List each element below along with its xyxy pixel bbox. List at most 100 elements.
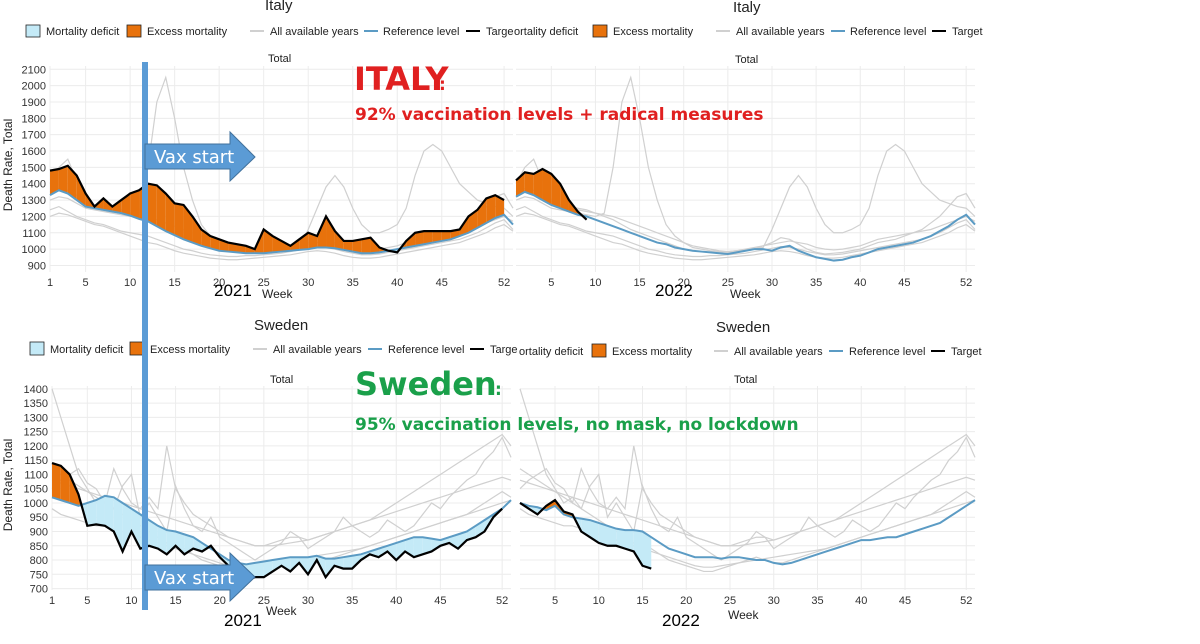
excess-area <box>174 203 184 240</box>
italy-2022-year-label: 2022 <box>655 281 693 300</box>
deficit-area <box>449 534 459 549</box>
deficit-area <box>607 525 617 546</box>
legend-label-deficit: Mortality deficit <box>46 26 119 38</box>
legend-italy-2022: ortality deficit Excess mortality All av… <box>514 24 983 38</box>
target-line <box>51 461 503 582</box>
deficit-area <box>272 558 282 572</box>
deficit-area <box>113 497 123 552</box>
y-tick-label: 1600 <box>22 146 46 158</box>
x-tick-label: 20 <box>680 595 692 607</box>
legend-swatch-excess <box>592 24 608 38</box>
sweden-2021-year-label: 2021 <box>224 611 262 630</box>
deficit-area <box>149 520 158 549</box>
excess-area <box>52 463 61 501</box>
excess-area <box>60 465 70 503</box>
italy-2022-x-axis-title: Week <box>730 287 761 301</box>
excess-area <box>542 169 552 205</box>
excess-area <box>112 200 122 214</box>
legend-label-deficit-clipped: ortality deficit <box>514 26 578 38</box>
x-tick-label: 52 <box>960 595 972 607</box>
chart-panel-sweden-2022: 5 10 15 20 25 30 35 40 45 52 <box>519 386 976 607</box>
x-tick-label: 10 <box>593 595 605 607</box>
deficit-area <box>458 531 467 549</box>
excess-area <box>317 216 327 248</box>
x-tick-label: 5 <box>84 595 90 607</box>
y-tick-label: 1250 <box>24 427 48 439</box>
deficit-area <box>166 530 176 555</box>
x-tick-label: 40 <box>854 277 866 289</box>
excess-area <box>147 183 157 227</box>
y-tick-label: 900 <box>30 527 48 539</box>
excess-area <box>50 169 59 196</box>
x-tick-label: 52 <box>960 277 972 289</box>
legend-label-reference: Reference level <box>388 344 464 356</box>
excess-area <box>228 242 237 253</box>
x-tick-label: 25 <box>258 277 270 289</box>
legend-label-deficit-clipped: ortality deficit <box>519 346 583 358</box>
x-tick-label: 40 <box>391 277 403 289</box>
y-tick-label: 1800 <box>22 113 46 125</box>
x-tick-label: 35 <box>810 277 822 289</box>
legend-label-history: All available years <box>273 344 362 356</box>
legend-label-target: Target <box>951 346 982 358</box>
x-tick-label: 35 <box>811 595 823 607</box>
deficit-area <box>590 520 599 543</box>
x-tick-label: 40 <box>855 595 867 607</box>
sweden-y-axis-title: Death Rate, Total <box>1 439 15 532</box>
history-line <box>49 205 514 258</box>
italy-2021-subtitle: Total <box>268 53 291 65</box>
x-tick-label: 25 <box>722 277 734 289</box>
excess-area <box>560 183 569 212</box>
history-line <box>51 433 512 547</box>
y-tick-label: 1050 <box>24 484 48 496</box>
vax-start-arrow-bottom: Vax start <box>144 551 256 603</box>
legend-swatch-excess <box>126 24 142 38</box>
sweden-2021-x-axis-title: Week <box>266 604 297 618</box>
legend-swatch-excess <box>129 341 145 356</box>
excess-area <box>58 165 68 194</box>
x-tick-label: 1 <box>47 277 53 289</box>
legend-label-history: All available years <box>270 26 359 38</box>
deficit-area <box>122 502 132 552</box>
vax-start-label-top: Vax start <box>154 147 234 168</box>
x-tick-label: 25 <box>258 595 270 607</box>
legend-swatch-deficit <box>25 24 41 38</box>
excess-area <box>130 190 140 219</box>
italy-2021-x-axis-title: Week <box>262 287 293 301</box>
x-tick-label: 15 <box>169 595 181 607</box>
deficit-area <box>343 555 353 569</box>
deficit-area <box>598 522 608 546</box>
legend-label-history: All available years <box>736 26 825 38</box>
excess-area <box>334 231 344 250</box>
y-tick-label: 1500 <box>22 162 46 174</box>
x-tick-label: 52 <box>498 277 510 289</box>
legend-label-target: Target <box>952 26 983 38</box>
legend-label-reference: Reference level <box>849 346 925 358</box>
history-line <box>515 205 976 258</box>
x-tick-label: 52 <box>496 595 508 607</box>
excess-area <box>343 240 353 252</box>
legend-label-excess: Excess mortality <box>147 26 228 38</box>
sweden-2021-title: Sweden <box>254 317 308 334</box>
y-tick-label: 1400 <box>22 179 46 191</box>
excess-area <box>533 169 543 201</box>
excess-area <box>165 193 175 236</box>
y-tick-label: 1400 <box>24 384 48 396</box>
plot-background <box>516 66 975 272</box>
x-tick-label: 40 <box>390 595 402 607</box>
x-tick-label: 10 <box>124 277 136 289</box>
excess-area <box>326 216 335 249</box>
x-tick-label: 10 <box>125 595 137 607</box>
history-line <box>49 212 514 261</box>
legend-label-target-clipped: Targe <box>490 344 518 356</box>
sweden-2021-subtitle: Total <box>270 374 293 386</box>
legend-label-reference: Reference level <box>850 26 926 38</box>
deficit-area <box>193 537 203 552</box>
history-line <box>519 388 976 561</box>
deficit-area <box>131 508 141 549</box>
excess-area <box>210 236 220 251</box>
deficit-area <box>642 531 652 569</box>
history-line <box>51 476 512 547</box>
legend-label-excess: Excess mortality <box>150 344 231 356</box>
deficit-area <box>157 525 167 555</box>
